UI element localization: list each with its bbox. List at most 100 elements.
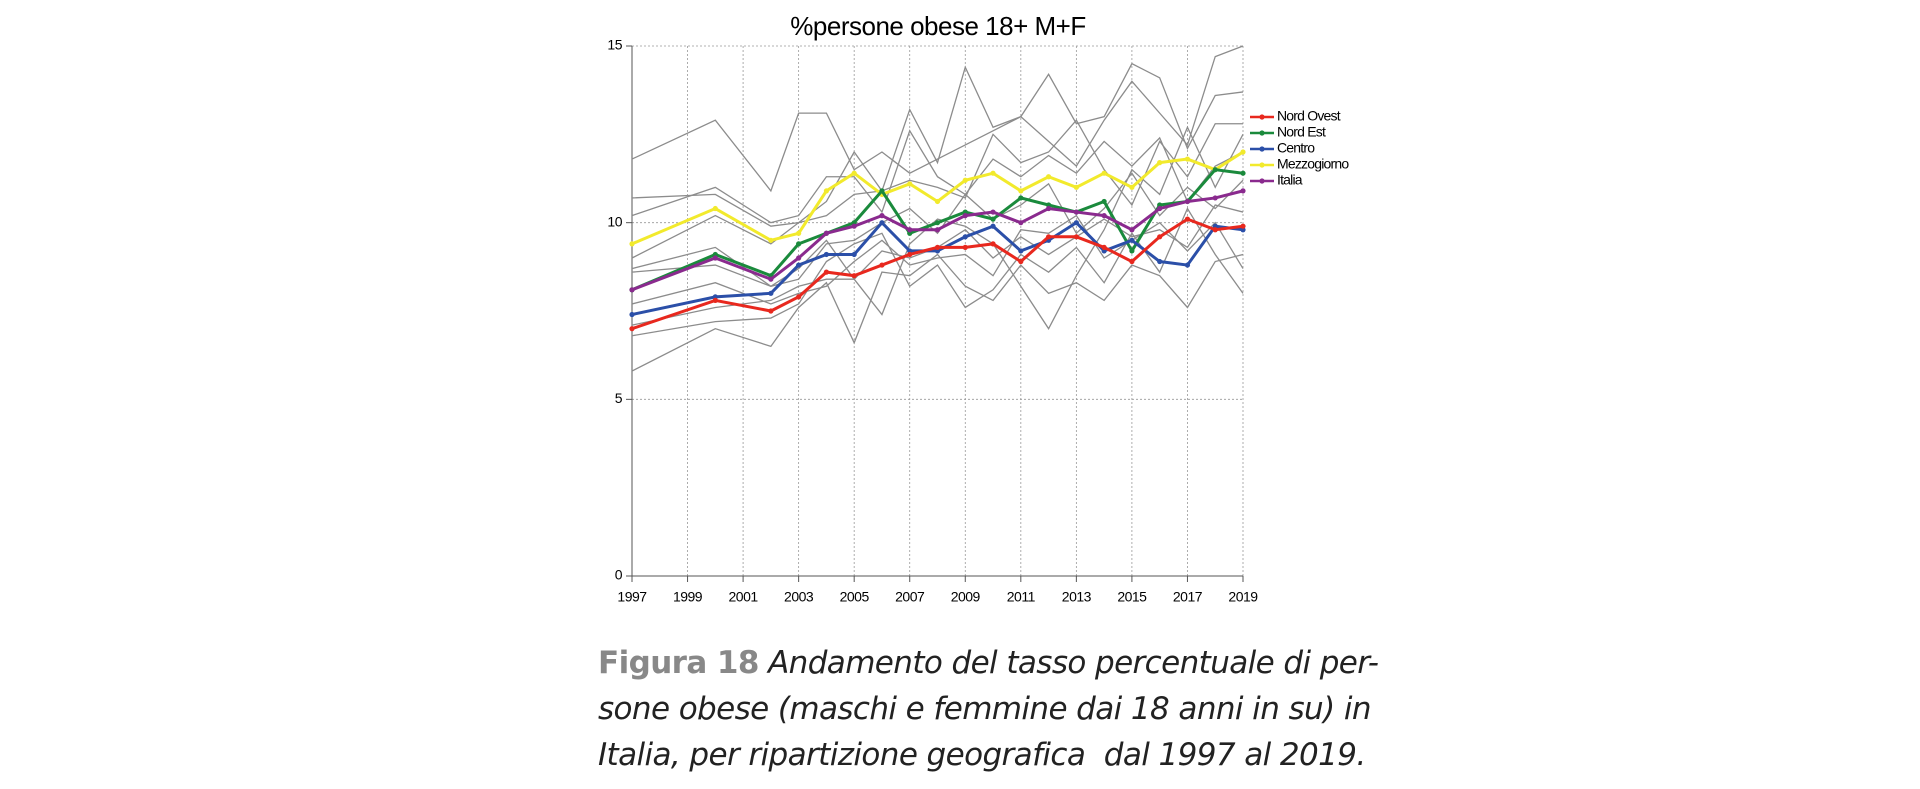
series: [629, 188, 1246, 293]
point: [1018, 248, 1024, 254]
point: [1129, 237, 1135, 243]
line: [631, 45, 1244, 193]
x-tick-label: 2003: [784, 589, 814, 605]
point: [629, 287, 635, 293]
point: [851, 273, 857, 279]
caption: Figura 18 Andamento del tasso percentual…: [598, 640, 1379, 778]
x-tick-label: 2005: [840, 589, 870, 605]
point: [934, 220, 941, 226]
point: [1129, 248, 1135, 254]
x-tick-label: 2011: [1007, 589, 1036, 605]
point: [1240, 188, 1246, 194]
line: [631, 150, 1244, 246]
chart-title: %persone obese 18+ M+F: [790, 11, 1085, 41]
point: [851, 223, 857, 229]
x-tick-label: 2007: [895, 589, 925, 605]
legend-marker: [1259, 146, 1265, 152]
point: [1157, 205, 1163, 212]
background-series: [631, 172, 1244, 287]
point: [1045, 174, 1052, 180]
legend-marker: [1259, 130, 1265, 136]
point: [712, 255, 718, 261]
legend-marker: [1259, 178, 1265, 184]
series: [629, 149, 1246, 247]
point: [1045, 205, 1052, 212]
legend-label: Nord Ovest: [1277, 108, 1341, 124]
background-series: [631, 119, 1243, 259]
point: [1073, 234, 1079, 240]
point: [629, 241, 635, 247]
point: [990, 241, 996, 247]
point: [1212, 195, 1218, 201]
point: [1157, 234, 1163, 240]
point: [1184, 216, 1191, 222]
legend-marker: [1259, 114, 1265, 120]
point: [990, 170, 996, 176]
point: [712, 297, 718, 303]
legend-label: Italia: [1277, 172, 1303, 188]
point: [1073, 209, 1079, 215]
chart: %persone obese 18+ M+F 0 5 10 15 1997 1999 200…: [607, 11, 1350, 605]
caption-line: Figura 18 Andamento del tasso percentual…: [598, 640, 1379, 686]
point: [823, 251, 830, 258]
point: [1129, 258, 1135, 265]
background-series: [631, 62, 1244, 227]
point: [879, 220, 885, 226]
legend-label: Mezzogiorno: [1277, 156, 1349, 172]
caption-text: Andamento del tasso percentuale di per-: [768, 645, 1379, 681]
series: [629, 220, 1246, 318]
point: [796, 262, 802, 268]
point: [1101, 198, 1107, 205]
point: [1212, 167, 1218, 173]
line: [631, 189, 1244, 292]
point: [990, 216, 996, 222]
background-series: [631, 204, 1244, 326]
point: [1018, 195, 1024, 201]
line: [631, 220, 1244, 317]
point: [879, 262, 885, 268]
line: [631, 172, 1244, 287]
point: [990, 209, 996, 215]
figure-label: Figura 18: [598, 645, 759, 681]
line: [631, 207, 1244, 337]
point: [1101, 170, 1107, 176]
line: [631, 204, 1244, 326]
caption-line: sone obese (maschi e femmine dai 18 anni…: [598, 691, 1372, 727]
plot-area: [632, 46, 1243, 576]
line: [631, 62, 1244, 227]
point: [796, 294, 802, 300]
point: [768, 237, 774, 243]
point: [1045, 234, 1052, 240]
point: [629, 326, 635, 332]
x-tick-label: 1999: [673, 589, 703, 605]
point: [796, 241, 802, 247]
background-series: [631, 45, 1244, 193]
point: [796, 255, 802, 261]
y-tick-label: 5: [615, 390, 623, 406]
point: [1073, 184, 1079, 190]
x-tick-label: 1997: [617, 589, 647, 605]
point: [990, 223, 996, 229]
point: [823, 269, 830, 275]
background-series: [631, 207, 1244, 337]
point: [1073, 220, 1079, 226]
point: [962, 234, 968, 240]
point: [1018, 188, 1024, 194]
point: [1184, 156, 1191, 162]
background-series: [631, 253, 1244, 372]
point: [934, 227, 941, 233]
x-tick-label: 2017: [1173, 589, 1203, 605]
point: [1018, 220, 1024, 226]
point: [851, 251, 857, 258]
caption-line: Italia, per ripartizione geografica dal …: [598, 737, 1366, 773]
y-tick-label: 0: [615, 567, 623, 583]
line: [631, 119, 1243, 259]
point: [629, 311, 635, 318]
line: [631, 217, 1244, 331]
point: [962, 177, 968, 183]
point: [934, 244, 941, 250]
x-tick-label: 2001: [729, 589, 759, 605]
point: [1018, 258, 1024, 265]
point: [879, 188, 885, 194]
point: [1212, 227, 1218, 233]
